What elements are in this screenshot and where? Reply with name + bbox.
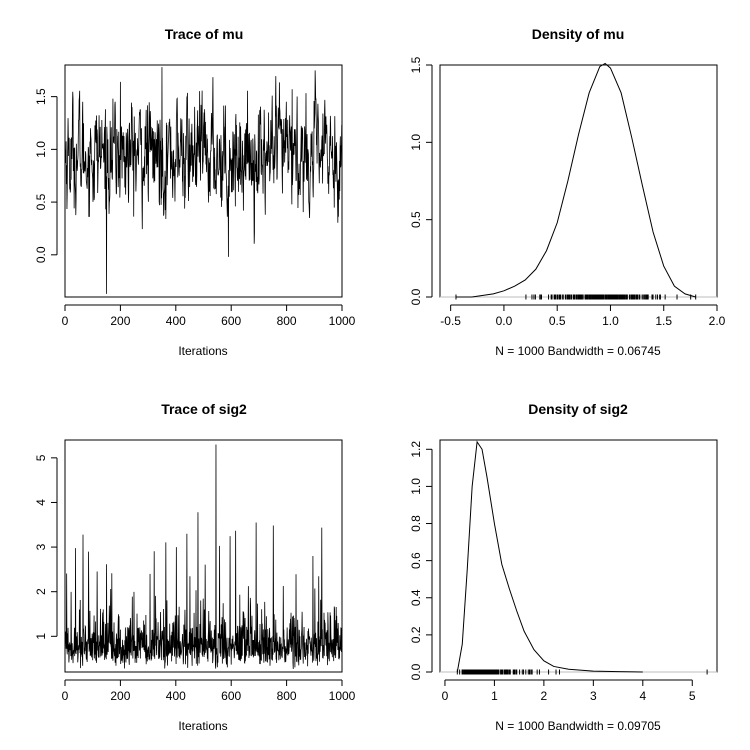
x-tick-label: 1000 [329,314,356,328]
axis-ticks: 0 1 2 3 4 5 0.0 0.2 0.4 0.6 0.8 1.0 1.2 [409,441,696,703]
plot-frame [64,439,343,673]
y-tick-label: 0.2 [409,626,423,643]
plot-frame [439,439,718,673]
y-tick-label: 0.5 [34,193,48,210]
x-tick-label: 0.0 [496,314,513,328]
x-tick-label: 5 [689,689,696,703]
x-tick-label: 0 [442,689,449,703]
y-tick-label: 1.5 [409,56,423,73]
plot-frame [439,64,718,298]
density-series [440,440,717,675]
x-tick-label: 3 [590,689,597,703]
y-tick-label: 0.0 [409,663,423,680]
y-tick-label: 0.5 [409,211,423,228]
y-tick-label: 2 [34,588,48,595]
x-axis-label: Iterations [178,719,227,733]
trace-line [64,444,343,670]
y-tick-label: 0.4 [409,589,423,606]
panel-trace-sig2: Trace of sig2 0 200 400 600 800 1000 1 2 3 4 5 Ite… [34,401,356,733]
trace-line [64,67,343,294]
axis-ticks: 0 200 400 600 800 1000 1 2 3 4 5 [34,454,356,703]
axis-ticks: -0.5 0.0 0.5 1.0 1.5 2.0 0.0 0.5 1.0 1.5 [409,56,726,328]
rug-marks [456,669,708,675]
y-tick-label: 0.0 [409,288,423,305]
y-tick-label: 1.5 [34,88,48,105]
x-tick-label: 400 [166,689,186,703]
x-tick-label: 0.5 [549,314,566,328]
x-tick-label: 400 [166,314,186,328]
axis-ticks: 0 200 400 600 800 1000 0.0 0.5 1.0 1.5 [34,88,356,328]
trace-series [64,67,343,294]
x-tick-label: 0 [62,314,69,328]
x-axis-label: N = 1000 Bandwidth = 0.06745 [495,344,661,358]
chart-title: Density of sig2 [528,401,628,417]
panel-density-mu: Density of mu -0.5 0.0 0.5 1.0 1.5 2.0 0.0 0.5 1… [409,26,726,358]
y-tick-label: 5 [34,454,48,461]
y-tick-label: 0.8 [409,515,423,532]
x-tick-label: 2.0 [709,314,726,328]
x-tick-label: 200 [110,314,130,328]
y-tick-label: 1.0 [409,478,423,495]
x-tick-label: 200 [110,689,130,703]
y-tick-label: 1 [34,633,48,640]
x-tick-label: 600 [221,689,241,703]
x-tick-label: 800 [277,689,297,703]
x-tick-label: 1.5 [655,314,672,328]
x-tick-label: 0 [62,689,69,703]
x-tick-label: 1 [491,689,498,703]
panel-density-sig2: Density of sig2 0 1 2 3 4 5 0.0 0.2 0.4 0.6 0.8 1.0… [409,401,718,733]
density-series [440,62,717,300]
chart-title: Trace of sig2 [161,401,247,417]
rug-marks [455,294,697,300]
x-tick-label: 1000 [329,689,356,703]
x-axis-label: N = 1000 Bandwidth = 0.09705 [495,719,661,733]
x-tick-label: 4 [639,689,646,703]
chart-title: Density of mu [532,26,625,42]
density-curve [456,440,643,673]
x-tick-label: -0.5 [440,314,461,328]
trace-series [64,444,343,670]
density-curve [455,62,696,298]
panel-trace-mu: Trace of mu 0 200 400 600 800 1000 0.0 0.5 1.0 1.… [34,26,356,358]
y-tick-label: 0.0 [34,246,48,263]
y-tick-label: 3 [34,543,48,550]
y-tick-label: 1.2 [409,441,423,458]
x-tick-label: 1.0 [602,314,619,328]
plot-frame [64,64,343,298]
y-tick-label: 1.0 [409,134,423,151]
x-tick-label: 600 [221,314,241,328]
x-axis-label: Iterations [178,344,227,358]
y-tick-label: 0.6 [409,552,423,569]
x-tick-label: 800 [277,314,297,328]
x-tick-label: 2 [541,689,548,703]
chart-title: Trace of mu [165,26,244,42]
y-tick-label: 1.0 [34,141,48,158]
y-tick-label: 4 [34,499,48,506]
